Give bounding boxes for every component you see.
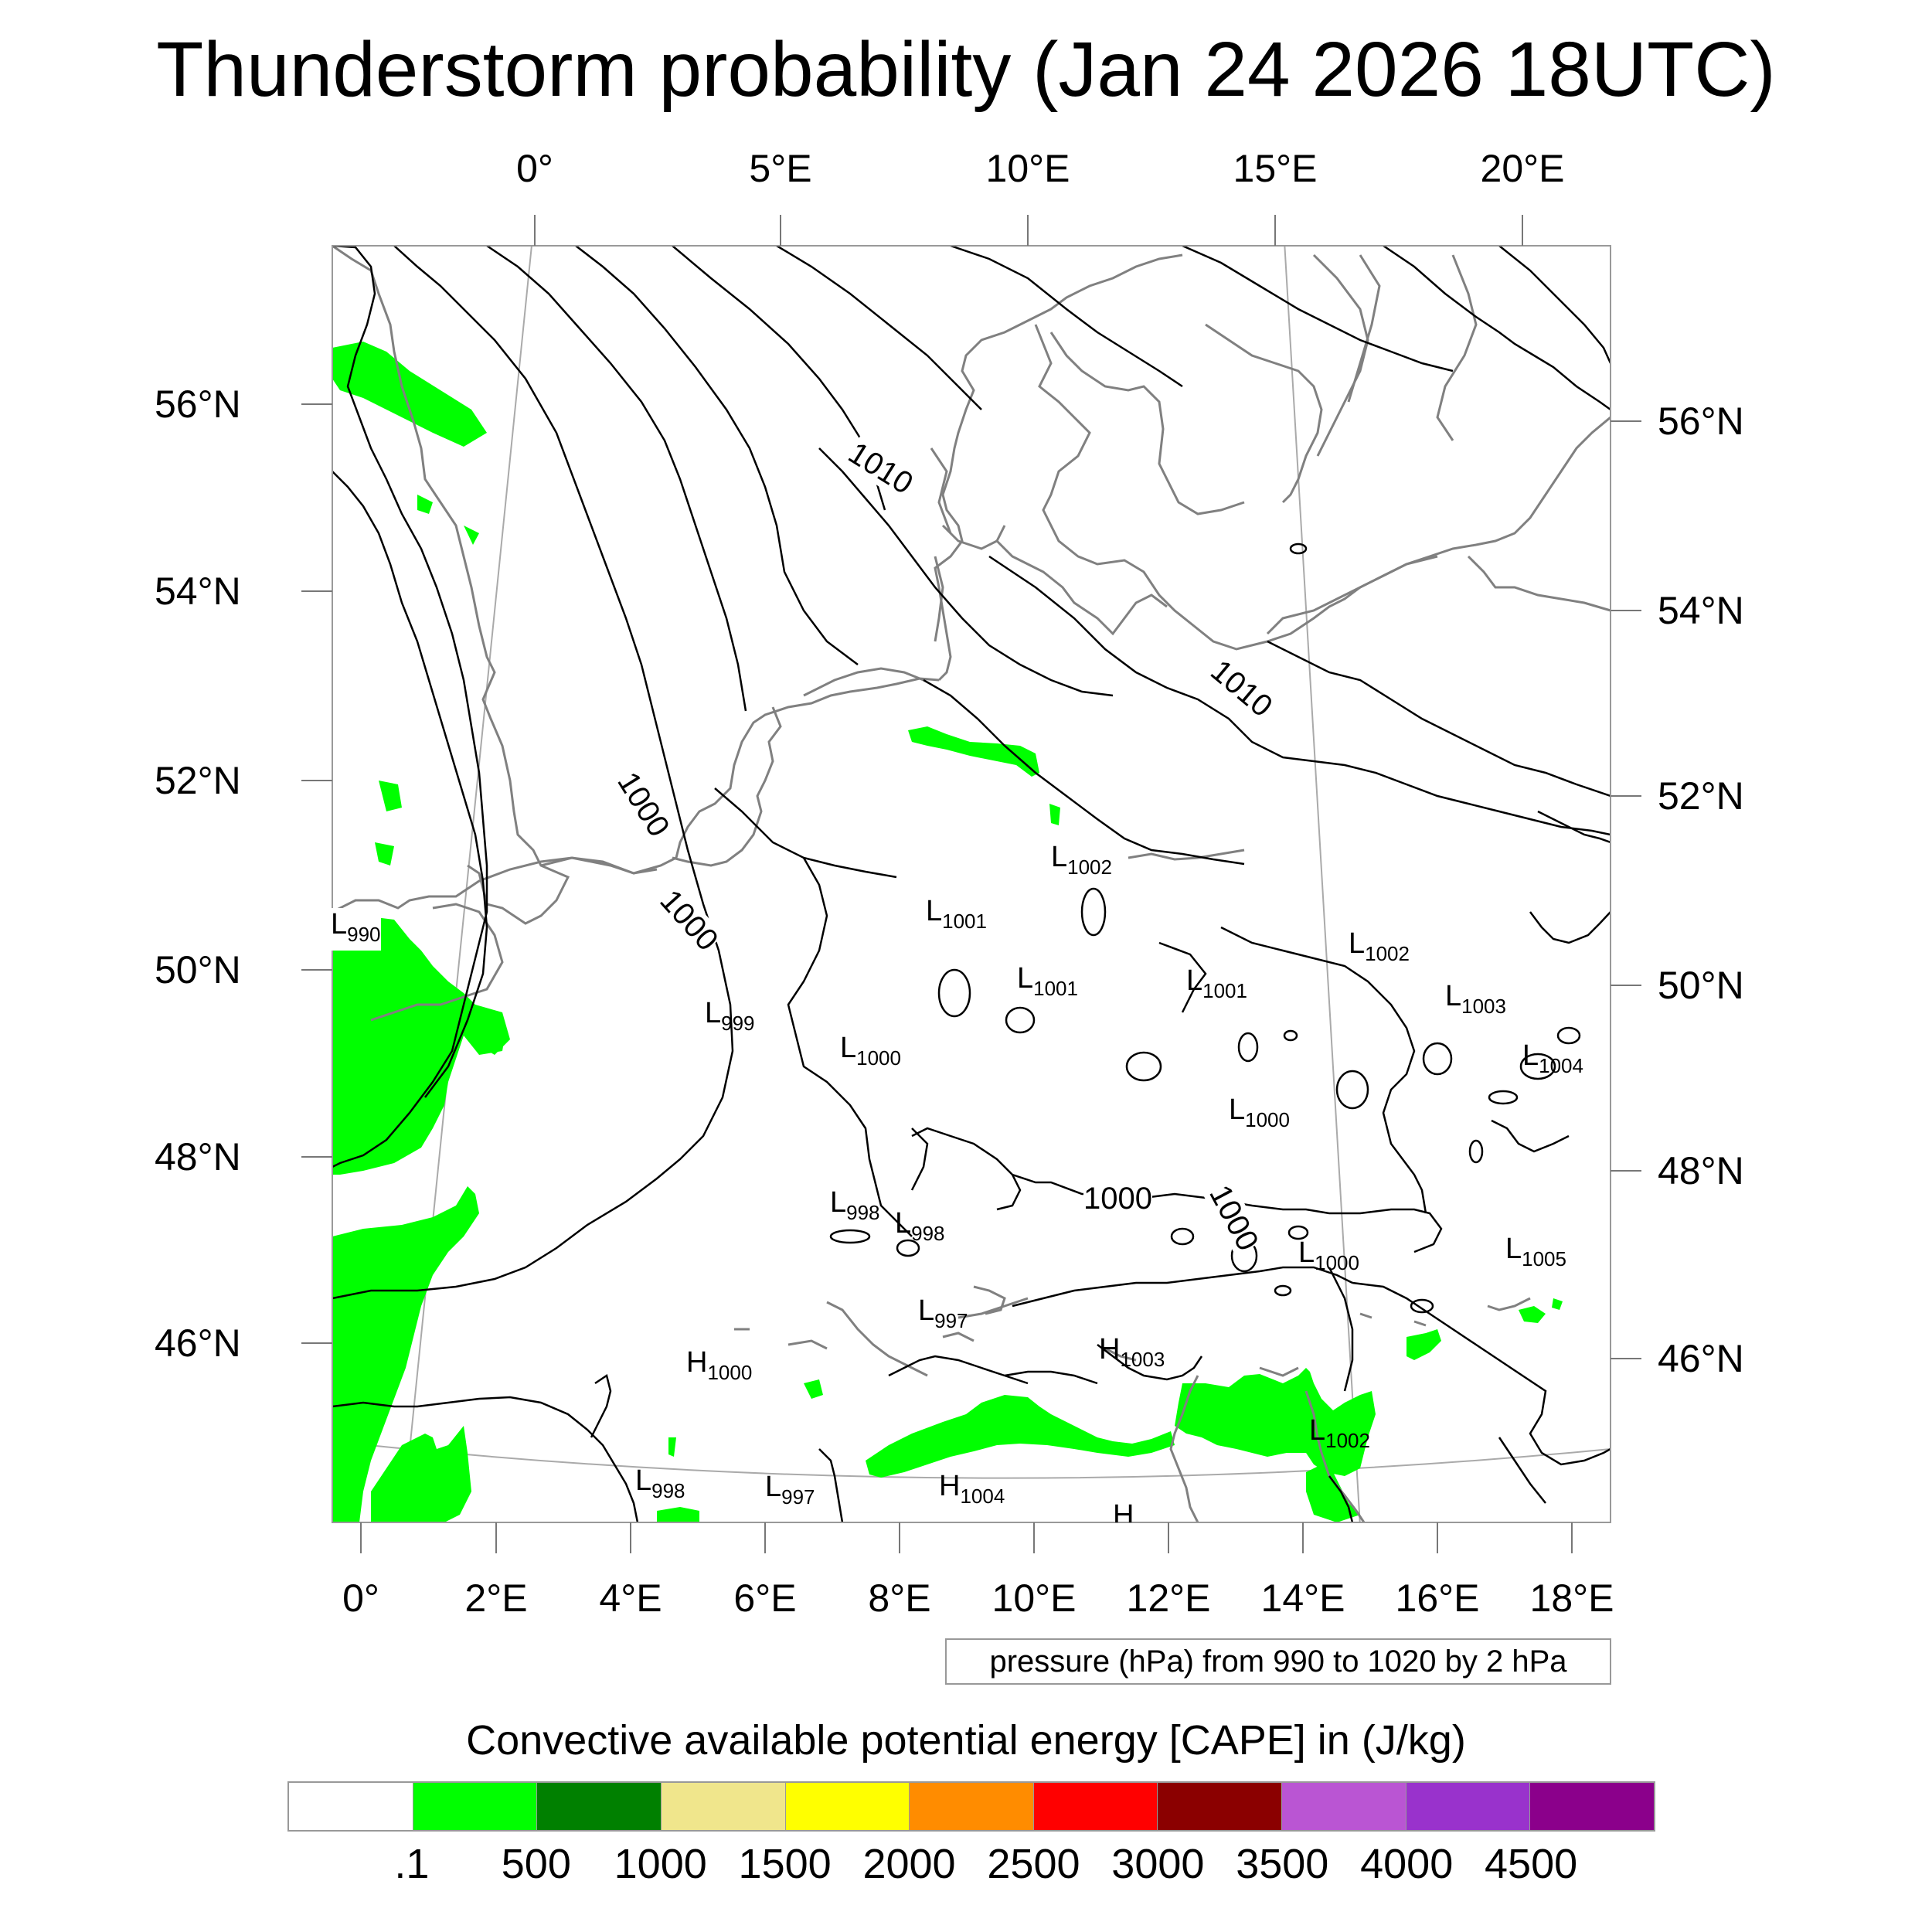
pressure-center-label: H1004: [939, 1470, 1005, 1508]
bottom-lon-label: 2°E: [464, 1577, 528, 1620]
bottom-lon-label: 8°E: [868, 1577, 931, 1620]
colorbar-swatch: [289, 1783, 413, 1830]
right-lat-label: 48°N: [1658, 1149, 1744, 1192]
cape-shading: [332, 342, 1563, 1522]
top-lon-label: 0°: [516, 147, 553, 190]
isobar-loops: [829, 543, 1581, 1314]
right-lat-label: 54°N: [1658, 589, 1744, 632]
colorbar: [287, 1781, 1655, 1832]
colorbar-swatch: [1157, 1783, 1282, 1830]
top-lon-label: 5°E: [749, 147, 812, 190]
isobars: [332, 246, 1611, 1522]
pressure-center-label: L1001: [926, 895, 987, 933]
colorbar-swatch: [412, 1783, 537, 1830]
pressure-center-label: L1004: [1522, 1039, 1583, 1077]
pressure-center-label: L990: [331, 908, 381, 951]
colorbar-tick-label: 2500: [987, 1841, 1080, 1887]
pressure-contour-note: pressure (hPa) from 990 to 1020 by 2 hPa: [945, 1638, 1611, 1685]
map-frame: [332, 245, 1611, 1523]
left-lat-label: 52°N: [155, 759, 241, 802]
colorbar-tick-label: 1000: [614, 1841, 707, 1887]
pressure-center-label: L997: [918, 1294, 968, 1332]
colorbar-title: Convective available potential energy [C…: [466, 1717, 1466, 1764]
figure-title: Thunderstorm probability (Jan 24 2026 18…: [156, 26, 1776, 113]
bottom-lon-label: 10°E: [992, 1577, 1077, 1620]
top-lon-label: 10°E: [985, 147, 1070, 190]
left-lat-label: 54°N: [155, 570, 241, 613]
coastlines: [332, 246, 1611, 1522]
pressure-center-label: H: [1113, 1499, 1134, 1522]
top-lon-label: 20°E: [1480, 147, 1565, 190]
colorbar-tick-label: 4000: [1360, 1841, 1454, 1887]
colorbar-tick-label: .1: [394, 1841, 430, 1887]
pressure-center-label: L1000: [1229, 1094, 1290, 1131]
colorbar-swatch: [1405, 1783, 1530, 1830]
colorbar-tick-label: 4500: [1485, 1841, 1578, 1887]
left-lat-label: 48°N: [155, 1135, 241, 1179]
bottom-lon-label: 0°: [342, 1577, 379, 1620]
pressure-center-label: L1002: [1309, 1414, 1370, 1452]
colorbar-swatch: [660, 1783, 785, 1830]
top-lon-label: 15°E: [1233, 147, 1318, 190]
pressure-center-label: L999: [705, 997, 755, 1035]
colorbar-tick-label: 1500: [738, 1841, 832, 1887]
bottom-lon-label: 4°E: [599, 1577, 662, 1620]
colorbar-tick-label: 500: [501, 1841, 571, 1887]
colorbar-swatch: [1032, 1783, 1158, 1830]
pressure-center-label: L998: [635, 1464, 685, 1502]
bottom-lon-label: 18°E: [1529, 1577, 1614, 1620]
pressure-center-label: L1001: [1186, 964, 1247, 1002]
pressure-center-label: L998: [830, 1186, 880, 1224]
pressure-center-label: L1003: [1445, 980, 1506, 1018]
pressure-center-label: L998: [895, 1207, 945, 1245]
bottom-lon-label: 16°E: [1395, 1577, 1480, 1620]
pressure-center-label: L1002: [1051, 841, 1112, 879]
colorbar-swatch: [1529, 1783, 1655, 1830]
pressure-center-label: L1001: [1017, 962, 1078, 1000]
colorbar-tick-label: 3500: [1236, 1841, 1329, 1887]
colorbar-swatch: [536, 1783, 661, 1830]
right-lat-label: 46°N: [1658, 1337, 1744, 1380]
colorbar-swatch: [909, 1783, 1033, 1830]
right-lat-label: 50°N: [1658, 964, 1744, 1007]
pressure-center-label: H1003: [1099, 1333, 1165, 1371]
bottom-lon-label: 12°E: [1126, 1577, 1211, 1620]
pressure-center-label: L1002: [1349, 927, 1410, 965]
colorbar-swatch: [784, 1783, 910, 1830]
pressure-center-label: L997: [765, 1471, 815, 1509]
colorbar-swatch: [1281, 1783, 1406, 1830]
colorbar-tick-label: 2000: [862, 1841, 956, 1887]
left-lat-label: 46°N: [155, 1321, 241, 1365]
pressure-center-label: L1005: [1505, 1233, 1566, 1270]
left-lat-label: 56°N: [155, 383, 241, 426]
pressure-center-label: L1000: [1298, 1236, 1359, 1274]
colorbar-tick-label: 3000: [1111, 1841, 1205, 1887]
bottom-lon-label: 6°E: [733, 1577, 797, 1620]
tick-marks: [301, 215, 1641, 1553]
right-lat-label: 52°N: [1658, 774, 1744, 818]
graticule: [332, 246, 1611, 1522]
left-lat-label: 50°N: [155, 948, 241, 992]
right-lat-label: 56°N: [1658, 400, 1744, 443]
pressure-center-label: L1000: [840, 1032, 901, 1070]
bottom-lon-label: 14°E: [1260, 1577, 1345, 1620]
isobar-label: 1000: [1083, 1182, 1152, 1216]
pressure-center-label: H1000: [686, 1346, 753, 1384]
